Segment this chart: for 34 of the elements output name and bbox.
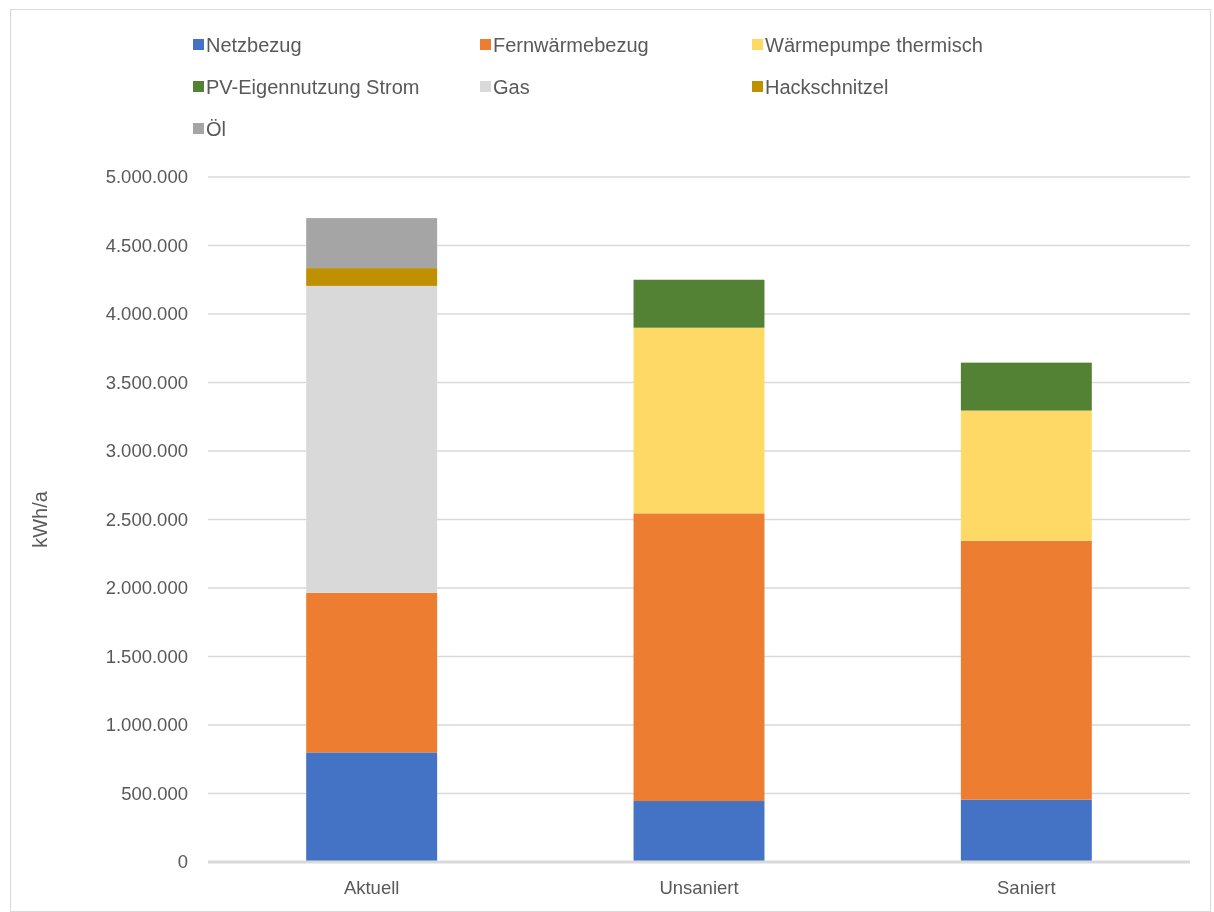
y-tick-label: 1.500.000 — [105, 645, 188, 667]
bar — [306, 268, 438, 286]
bar — [306, 218, 438, 269]
x-tick-label: Saniert — [997, 877, 1056, 899]
y-tick-label: 4.000.000 — [105, 303, 188, 325]
y-tick-label: 4.500.000 — [105, 234, 188, 256]
bar — [960, 362, 1092, 411]
y-tick-label: 2.500.000 — [105, 508, 188, 530]
legend-label: Gas — [493, 76, 530, 98]
bar — [960, 540, 1092, 800]
legend-label: Hackschnitzel — [765, 76, 889, 98]
bar — [306, 752, 438, 862]
x-tick-label: Unsaniert — [659, 877, 739, 899]
bar — [633, 513, 765, 802]
y-axis-title: kWh/a — [29, 490, 51, 548]
y-tick-label: 5.000.000 — [105, 166, 188, 188]
y-tick-label: 2.000.000 — [105, 577, 188, 599]
bar — [633, 801, 765, 862]
y-tick-label: 500.000 — [121, 782, 188, 804]
legend-label: Fernwärmebezug — [493, 34, 649, 56]
y-tick-label: 1.000.000 — [105, 714, 188, 736]
legend-label: Öl — [206, 118, 226, 140]
bar — [633, 327, 765, 514]
bar — [960, 799, 1092, 862]
legend-label: PV-Eigennutzung Strom — [206, 76, 420, 98]
x-tick-label: Aktuell — [343, 877, 400, 899]
y-tick-label: 3.000.000 — [105, 440, 188, 462]
bar — [306, 592, 438, 753]
legend-label: Netzbezug — [206, 34, 302, 56]
bar — [633, 279, 765, 328]
y-tick-label: 0 — [177, 851, 188, 873]
legend-label: Wärmepumpe thermisch — [765, 34, 983, 56]
y-tick-label: 3.500.000 — [105, 371, 188, 393]
bar — [960, 410, 1092, 541]
